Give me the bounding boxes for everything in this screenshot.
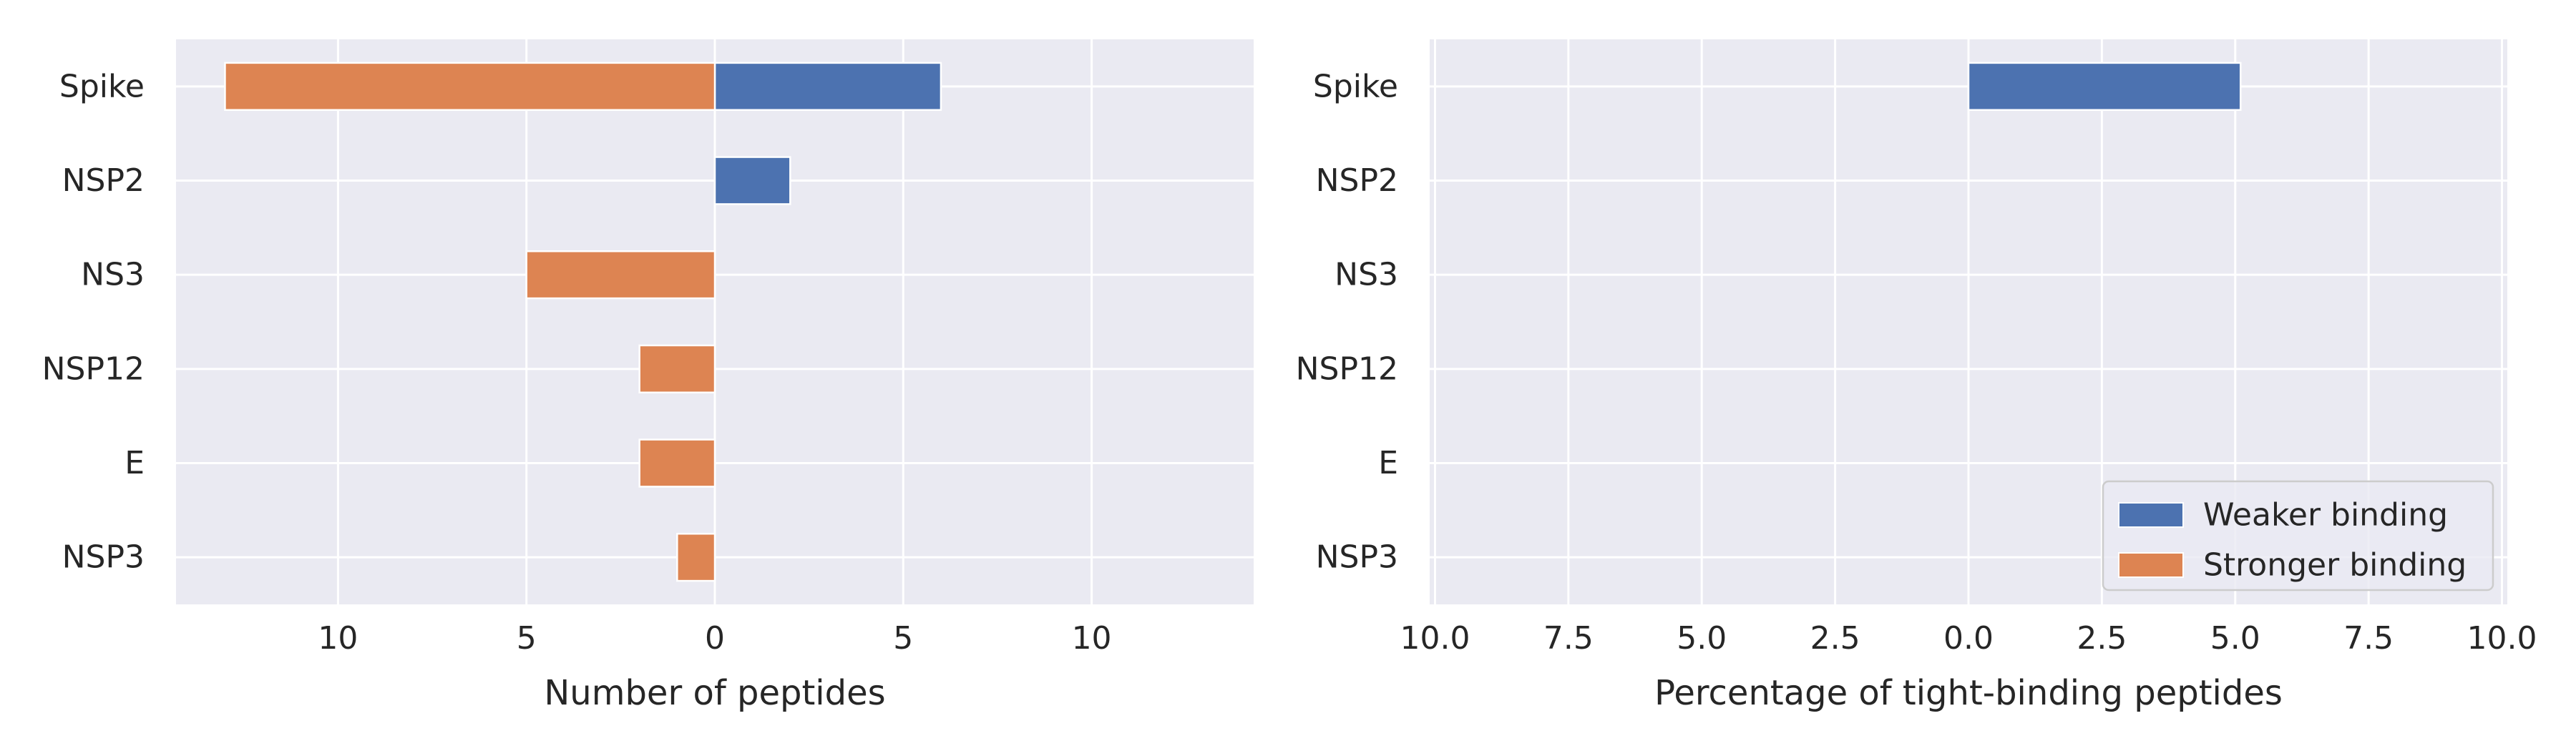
y-tick-label: NSP12 [42, 350, 145, 387]
x-tick-label: 2.5 [2077, 620, 2127, 657]
x-tick-label: 2.5 [1810, 620, 1860, 657]
y-tick-label: NS3 [1335, 257, 1398, 293]
legend-label: Stronger binding [2203, 547, 2467, 584]
y-tick-label: NSP3 [1316, 539, 1398, 576]
x-tick-label: 5 [517, 620, 537, 657]
x-tick-label: 5.0 [2210, 620, 2260, 657]
x-tick-label: 0 [705, 620, 725, 657]
y-tick-label: Spike [59, 68, 145, 104]
y-tick-label: E [1378, 445, 1398, 481]
bar-weaker-binding-spike [1967, 62, 2242, 111]
bar-weaker-binding-spike [713, 62, 942, 111]
x-tick-label: 5 [893, 620, 913, 657]
chart-panel-peptide-count: Spike NSP2 NS3 NSP12 E NSP3 10 5 0 5 10 Number of p… [42, 39, 1254, 713]
x-tick-label: 7.5 [2343, 620, 2394, 657]
x-tick-label: 7.5 [1543, 620, 1594, 657]
y-tick-label: NS3 [81, 257, 145, 293]
bar-stronger-binding-e [638, 438, 716, 488]
legend-swatch-stronger-binding [2118, 552, 2184, 578]
x-tick-label: 10 [1072, 620, 1112, 657]
legend-box [2102, 480, 2494, 592]
x-tick-label: 0.0 [1943, 620, 1994, 657]
y-tick-label: NSP12 [1296, 350, 1398, 387]
bar-stronger-binding-spike [224, 62, 716, 111]
x-tick-label: 10 [318, 620, 358, 657]
legend: Weaker binding Stronger binding [2102, 480, 2494, 592]
y-tick-label: NSP3 [62, 539, 145, 576]
x-axis-label: Number of peptides [544, 673, 885, 713]
chart-panel-percentage: Spike NSP2 NS3 NSP12 E NSP3 10.0 7.5 5.0 2.5 0.0 2.… [1296, 39, 2537, 713]
y-tick-label: Spike [1313, 68, 1398, 104]
x-axis-label: Percentage of tight-binding peptides [1654, 673, 2283, 713]
y-tick-label: NSP2 [1316, 162, 1398, 199]
bar-stronger-binding-ns3 [525, 250, 716, 300]
y-tick-label: NSP2 [62, 162, 145, 199]
bar-weaker-binding-nsp2 [713, 156, 791, 205]
x-tick-label: 10.0 [2467, 620, 2537, 657]
legend-label: Weaker binding [2203, 497, 2448, 534]
bar-stronger-binding-nsp12 [638, 344, 716, 393]
x-tick-label: 10.0 [1400, 620, 1470, 657]
y-tick-label: E [125, 445, 145, 481]
x-tick-label: 5.0 [1677, 620, 1727, 657]
bar-stronger-binding-nsp3 [676, 533, 716, 582]
legend-swatch-weaker-binding [2118, 502, 2184, 528]
